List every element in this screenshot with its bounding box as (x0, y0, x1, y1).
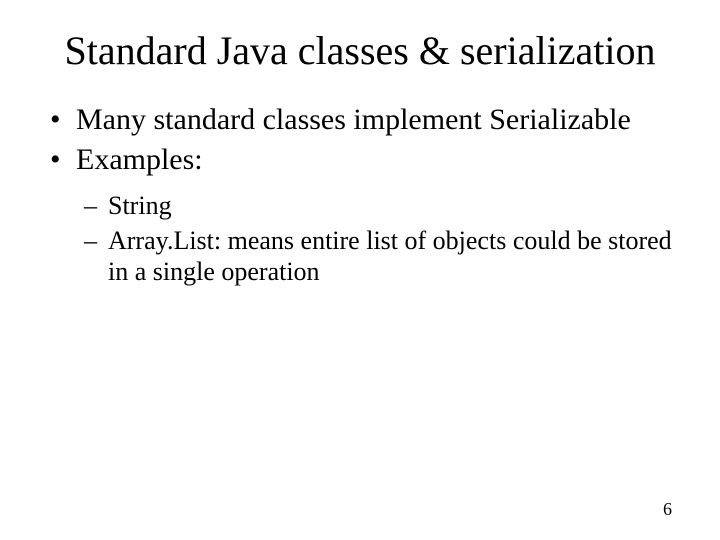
bullet-item: Many standard classes implement Serializ… (76, 102, 672, 138)
slide-title: Standard Java classes & serialization (48, 28, 672, 74)
sub-bullet-item: Array.List: means entire list of objects… (108, 225, 672, 287)
bullet-item-label: Examples: (76, 143, 203, 176)
sub-bullet-item: String (108, 190, 672, 221)
bullet-item: Examples: String Array.List: means entir… (76, 142, 672, 288)
main-bullet-list: Many standard classes implement Serializ… (48, 102, 672, 288)
page-number: 6 (663, 499, 672, 520)
sub-bullet-list: String Array.List: means entire list of … (76, 190, 672, 288)
